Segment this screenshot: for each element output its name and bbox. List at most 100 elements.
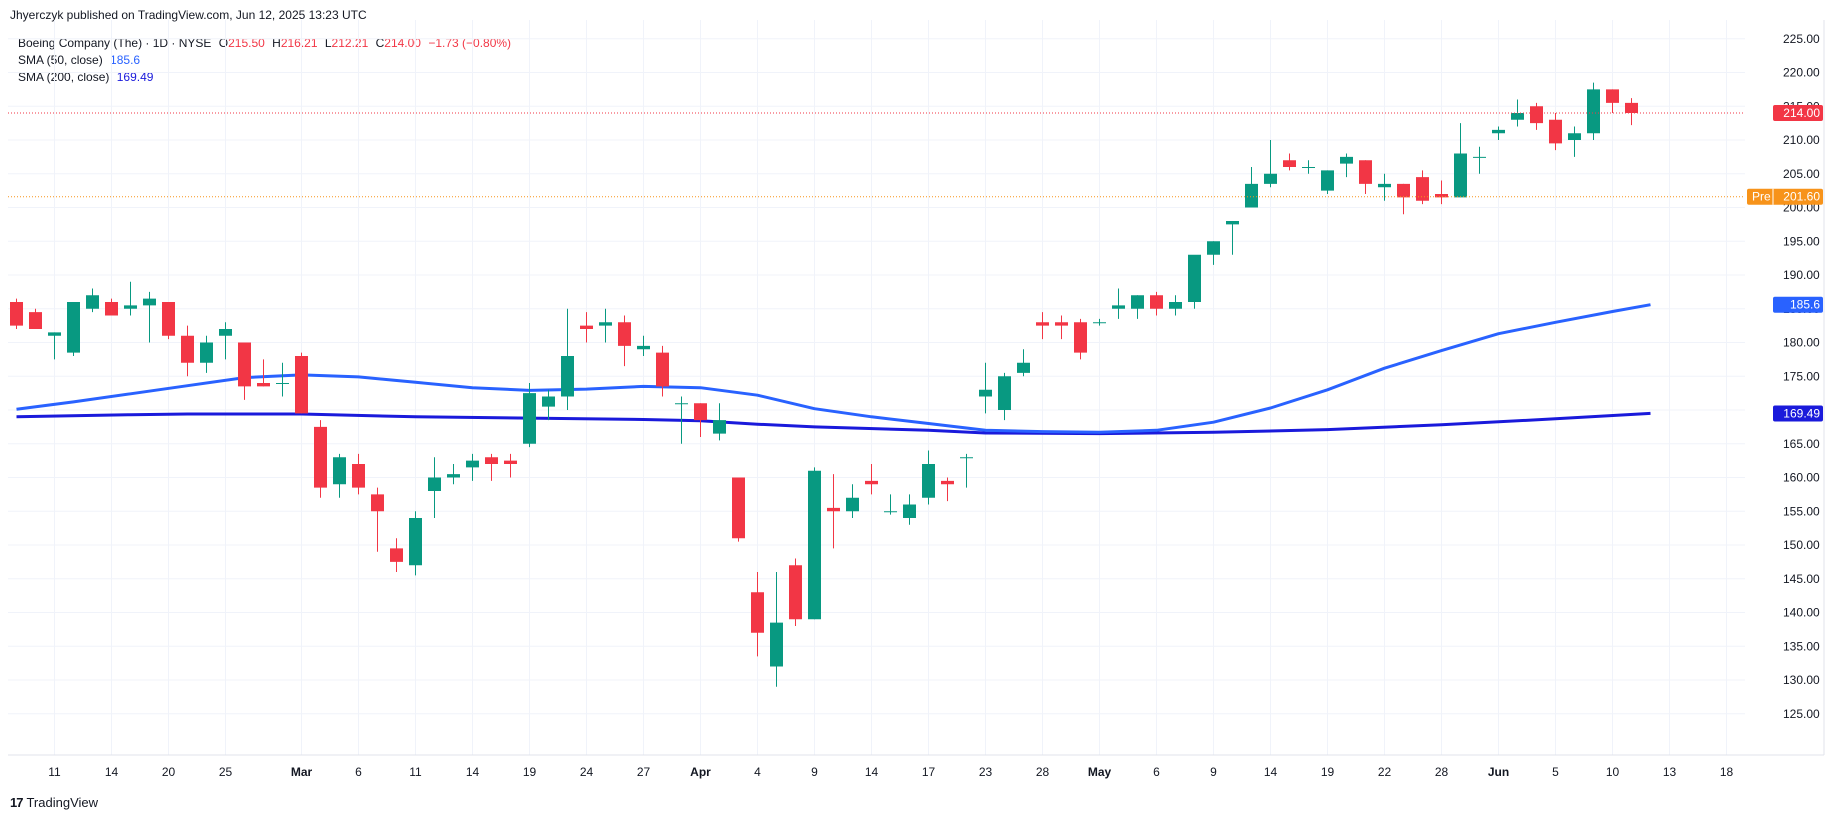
price-tick-label: 155.00 (1783, 504, 1820, 518)
candle-body (409, 518, 422, 566)
chart-grid (8, 20, 1745, 755)
candle-body (789, 565, 802, 620)
time-tick-label: 17 (922, 765, 936, 779)
candle-body (523, 393, 536, 444)
candle-body (846, 497, 859, 512)
legend-sma50-row[interactable]: SMA (50, close) 185.6 (18, 52, 511, 69)
candle-body (694, 403, 707, 421)
time-tick-label: 19 (1321, 765, 1335, 779)
premarket-tag-bg (1747, 188, 1823, 205)
candle-body (200, 342, 213, 363)
time-tick-label: 10 (1606, 765, 1620, 779)
candle-body (257, 383, 270, 387)
candle-body (1226, 221, 1239, 225)
candle-body (390, 548, 403, 562)
candle-body (941, 480, 954, 485)
candle-body (1093, 322, 1106, 324)
time-tick-label: Mar (291, 765, 313, 779)
time-tick-label: 19 (523, 765, 537, 779)
price-tick-label: 140.00 (1783, 606, 1820, 620)
candle-body (219, 329, 232, 336)
candle-body (314, 426, 327, 488)
candle-body (1511, 113, 1524, 120)
candle-body (1245, 183, 1258, 208)
candle-body (67, 302, 80, 353)
candle-body (998, 376, 1011, 410)
candle-body (1587, 89, 1600, 134)
candle-body (1378, 183, 1391, 188)
time-tick-label: 13 (1663, 765, 1677, 779)
candle-body (1017, 362, 1030, 373)
time-tick-label: 23 (979, 765, 993, 779)
candle-body (124, 305, 137, 309)
close-value: 214.00 (384, 36, 421, 50)
candle-body (618, 322, 631, 346)
candle-body (979, 389, 992, 397)
sma200-tag-bg (1773, 405, 1823, 422)
time-tick-label: 9 (1210, 765, 1217, 779)
candle-body (675, 403, 688, 405)
candle-body (143, 298, 156, 306)
candle-body (1321, 170, 1334, 191)
candle-body (561, 356, 574, 397)
time-tick-label: 28 (1036, 765, 1050, 779)
candle-body (1055, 322, 1068, 326)
candle-body (504, 460, 517, 464)
candle-body (295, 356, 308, 414)
symbol-label[interactable]: Boeing Company (The) · 1D · NYSE (18, 36, 212, 50)
candle-body (1264, 173, 1277, 184)
candle-body (1416, 177, 1429, 201)
candle-body (1435, 194, 1448, 198)
candle-body (732, 477, 745, 539)
sma200-line (16, 411, 1651, 436)
high-value: 216.21 (280, 36, 318, 50)
time-tick-label: 11 (48, 765, 61, 779)
tradingview-logo-icon: 17 (10, 795, 24, 810)
candle-body (485, 457, 498, 464)
candle-body (333, 457, 346, 485)
legend-sma200-row[interactable]: SMA (200, close) 169.49 (18, 69, 511, 86)
candle-body (865, 480, 878, 485)
price-axis: 125.00 130.00 135.00 140.00 145.00 150.00 155.… (1747, 20, 1825, 755)
time-tick-label: Apr (690, 765, 711, 779)
price-tick-label: 210.00 (1783, 133, 1820, 147)
legend-ohlc-row[interactable]: Boeing Company (The) · 1D · NYSE O215.50… (18, 35, 511, 52)
high-label: H (272, 36, 281, 50)
candle-body (1568, 133, 1581, 140)
price-tick-label: 135.00 (1783, 639, 1820, 653)
candle-body (827, 507, 840, 512)
time-tick-label: 27 (637, 765, 651, 779)
tradingview-footer[interactable]: 17 TradingView (10, 795, 98, 810)
time-tick-label: 22 (1378, 765, 1392, 779)
sma50-value: 185.6 (110, 53, 141, 67)
price-tick-label: 205.00 (1783, 167, 1820, 181)
price-tick-label: 150.00 (1783, 538, 1820, 552)
candle-body (1625, 102, 1638, 113)
time-tick-label: 14 (466, 765, 480, 779)
time-tick-label: 11 (409, 765, 422, 779)
candle-body (770, 622, 783, 667)
candle-body (1473, 156, 1486, 158)
candle-body (1492, 129, 1505, 134)
brand-label: TradingView (26, 795, 99, 810)
candle-body (10, 302, 23, 326)
candle-body (181, 335, 194, 363)
price-tick-label: 180.00 (1783, 336, 1820, 350)
candle-body (29, 312, 42, 329)
candle-body (922, 464, 935, 498)
candle-body (1302, 167, 1315, 168)
candle-body (466, 460, 479, 468)
candle-body (1169, 302, 1182, 309)
time-tick-label: 25 (219, 765, 233, 779)
candle-body (1036, 322, 1049, 326)
candle-body (542, 396, 555, 407)
price-tick-label: 125.00 (1783, 707, 1820, 721)
candle-body (1340, 156, 1353, 164)
time-tick-label: 6 (355, 765, 362, 779)
last-price-tag-bg (1773, 105, 1823, 121)
sma50-line (16, 303, 1651, 434)
premarket-tag-value: 201.60 (1783, 190, 1820, 204)
candle-body (238, 342, 251, 387)
price-tick-label: 195.00 (1783, 234, 1820, 248)
